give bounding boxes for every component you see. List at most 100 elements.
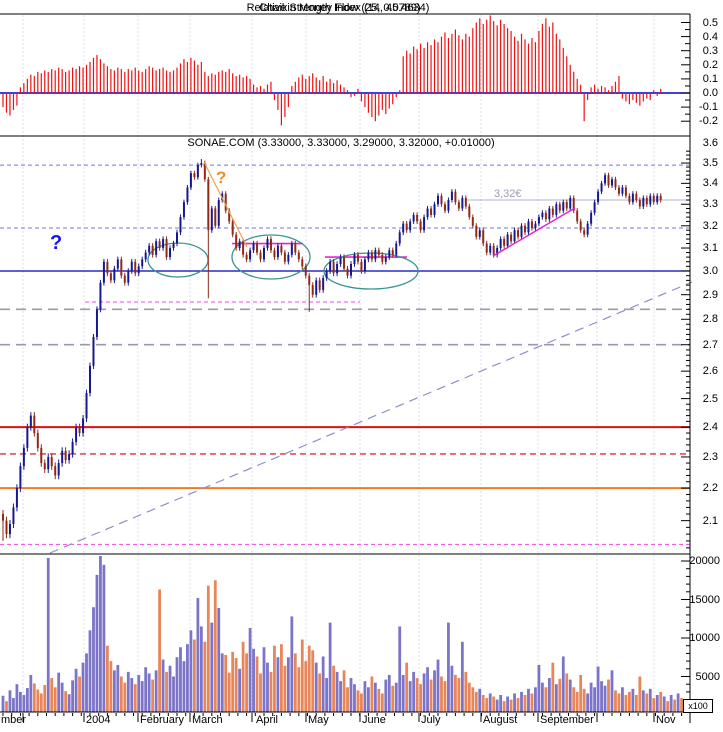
indicator-bar (632, 93, 634, 101)
volume-bar (339, 681, 342, 712)
indicator-bar (82, 67, 84, 93)
candle-body (308, 275, 311, 286)
candle-body (541, 212, 544, 218)
indicator-bar (381, 93, 383, 110)
volume-bar (245, 653, 248, 712)
volume-bar (367, 687, 370, 712)
volume-bar (377, 688, 381, 712)
candle-body (551, 208, 554, 215)
indicator-bar (26, 78, 28, 93)
volume-bar (499, 694, 503, 712)
indicator-bar (120, 69, 122, 93)
volume-bar (144, 667, 148, 712)
volume-bar (596, 666, 600, 712)
volume-bar (471, 687, 475, 712)
volume-bar (161, 659, 165, 712)
volume-bar (36, 689, 40, 712)
volume-bar (29, 674, 33, 712)
candle-body (33, 415, 36, 434)
volume-bar (492, 696, 496, 712)
volume-bar (659, 691, 663, 712)
volume-bar (262, 647, 266, 712)
candle-body (638, 200, 641, 207)
volume-bar (213, 580, 217, 712)
volume-bar (582, 688, 586, 712)
candle-body (141, 259, 144, 267)
candle-body (40, 447, 43, 464)
candle-body (562, 202, 565, 211)
volume-bar (231, 651, 235, 712)
volume-bar (502, 701, 506, 712)
indicator-bar (604, 87, 606, 93)
volume-bar (328, 622, 332, 712)
volume-bar (669, 694, 673, 712)
candle-body (503, 239, 506, 246)
volume-bar (380, 693, 384, 712)
volume-bar (530, 693, 534, 712)
indicator-bar (162, 67, 164, 93)
candle-body (249, 250, 252, 260)
indicator-bar (85, 64, 88, 93)
volume-bar (182, 661, 186, 712)
volume-bar (273, 645, 276, 712)
indicator-bar (169, 71, 171, 93)
candle-body (245, 254, 248, 260)
candle-body (534, 223, 537, 228)
indicator-bar (364, 93, 366, 108)
indicator-bar (611, 85, 613, 93)
volume-bar (269, 671, 273, 712)
volume-bar (638, 676, 642, 712)
volume-bar (318, 673, 322, 712)
volume-bar (617, 693, 621, 712)
month-label: 2004 (86, 714, 111, 726)
indicator-bar (68, 70, 70, 93)
indicator-bar (416, 49, 418, 93)
indicator-bar (319, 80, 321, 93)
volume-bar (53, 687, 57, 712)
indicator-bar (246, 76, 248, 93)
indicator-bar (106, 66, 108, 93)
candle-body (36, 433, 39, 448)
indicator-bar (406, 50, 408, 93)
volume-bar (534, 687, 537, 712)
volume-bar (457, 678, 461, 712)
indicator-bar (232, 73, 234, 93)
candle-body (457, 202, 460, 209)
volume-bar (321, 656, 325, 712)
candle-body (409, 221, 412, 231)
indicator-bar (280, 93, 282, 126)
indicator-bar (500, 19, 502, 93)
candle-body (256, 243, 259, 253)
indicator-bar (607, 90, 610, 93)
candle-body (468, 206, 471, 218)
price-axis-label: 3.3 (702, 198, 718, 211)
volume-bar (283, 665, 287, 712)
indicator-bar (47, 71, 49, 93)
volume-bar (450, 665, 454, 712)
candle-body (593, 202, 596, 213)
volume-bar (474, 691, 478, 712)
volume-bar (460, 641, 464, 712)
candle-body (367, 252, 370, 260)
volume-bar (673, 699, 677, 712)
month-label: February (140, 714, 185, 726)
volume-bar (520, 691, 523, 712)
candle-body (336, 264, 339, 274)
candle-body (47, 456, 50, 470)
indicator-bar (287, 93, 289, 108)
indicator-bar (621, 93, 624, 99)
indicator-bar (350, 93, 352, 98)
price-axis-label: 2.3 (702, 450, 718, 463)
volume-bar (648, 688, 652, 712)
volume-bar (485, 698, 489, 712)
candle-body (311, 285, 314, 295)
volume-bar (614, 690, 617, 712)
candle-body (590, 212, 593, 224)
indicator-bar (374, 93, 376, 122)
volume-bar (401, 674, 405, 712)
month-label: May (308, 714, 329, 726)
candle-body (430, 208, 433, 215)
candle-body (120, 259, 123, 276)
